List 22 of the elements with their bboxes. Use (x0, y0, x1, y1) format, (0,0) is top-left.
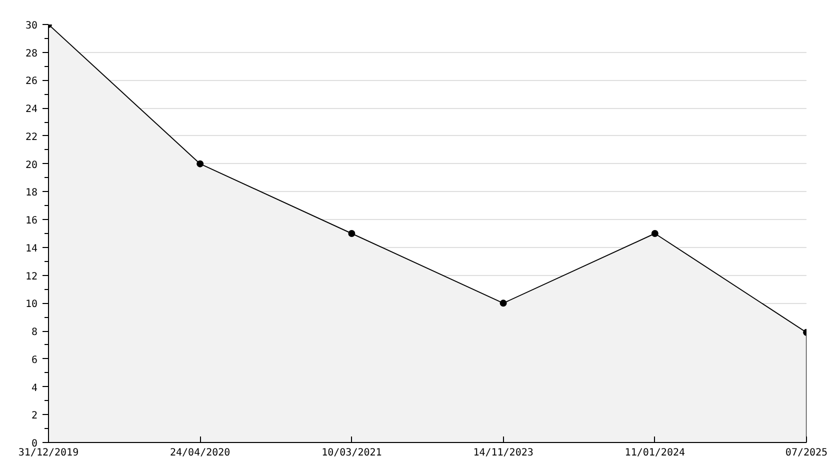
x-tick-label: 14/11/2023 (473, 448, 534, 458)
y-tick-label: 28 (25, 48, 38, 60)
x-tick-label: 07/2025 (785, 448, 828, 458)
y-tick-label: 10 (25, 299, 38, 310)
y-tick-label: 14 (25, 243, 38, 254)
y-tick-label: 12 (25, 271, 38, 282)
y-tick-label: 18 (25, 188, 38, 199)
y-tick-label: 30 (25, 20, 38, 32)
y-tick-label: 20 (25, 160, 38, 171)
y-tick-label: 24 (25, 104, 38, 116)
y-tick-label: 2 (31, 410, 38, 422)
x-tick-label: 11/01/2024 (624, 448, 686, 458)
x-tick-label: 10/03/2021 (322, 448, 382, 458)
y-tick-label: 8 (31, 327, 38, 338)
y-tick-label: 0 (31, 438, 38, 450)
y-tick-label: 16 (25, 216, 38, 227)
y-tick-label: 4 (31, 382, 38, 394)
y-tick-label: 22 (25, 132, 38, 143)
y-tick-label: 6 (31, 354, 38, 366)
x-tick-label: 24/04/2020 (170, 448, 230, 458)
y-tick-label: 26 (25, 76, 38, 88)
x-tick-label: 31/12/2019 (18, 448, 79, 458)
